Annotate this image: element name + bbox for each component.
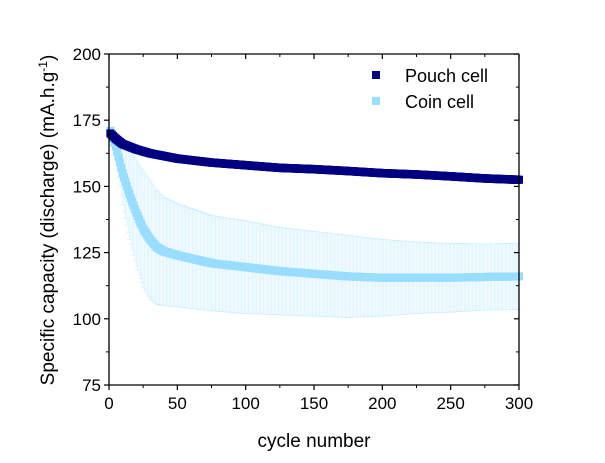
y-axis-title-main: Specific capacity (discharge) (mA.h.g [38,72,59,386]
coin-cell-point [120,173,129,182]
legend-entry-coin: Coin cell [372,92,474,112]
y-tick-label: 150 [73,177,101,196]
x-tick-label: 150 [300,394,328,413]
legend-marker-coin [372,97,380,105]
coin-cell-point [124,186,133,195]
legend-label-pouch: Pouch cell [405,66,488,86]
x-tick-label: 200 [368,394,396,413]
legend-entry-pouch: Pouch cell [372,66,488,86]
data-points [106,126,523,282]
y-axis-title-superscript: -1 [36,61,50,72]
x-tick-label: 250 [436,394,464,413]
y-tick-label: 200 [73,45,101,64]
x-tick-label: 300 [505,394,533,413]
y-axis-title: Specific capacity (discharge) (mA.h.g-1) [36,55,59,386]
coin-cell-point [111,142,120,151]
legend: Pouch cell Coin cell [372,66,488,112]
x-tick-label: 50 [168,394,187,413]
y-tick-label: 100 [73,310,101,329]
y-ticks: 75 100 125 150 175 200 [73,45,519,395]
coin-cell-point [114,153,123,162]
legend-marker-pouch [372,71,380,79]
coin-cell-point [122,181,131,190]
x-tick-label: 100 [231,394,259,413]
x-tick-label: 0 [104,394,113,413]
coin-cell-point [115,158,124,167]
coin-cell-point [121,177,130,186]
coin-cell-point [113,147,122,156]
coin-cell-point [118,169,127,178]
y-axis-title-suffix: ) [38,55,59,61]
x-ticks: 0 50 100 150 200 250 300 [104,54,533,413]
x-axis-title: cycle number [258,431,372,452]
y-tick-label: 75 [82,376,101,395]
legend-label-coin: Coin cell [405,92,474,112]
y-tick-label: 125 [73,244,101,263]
coin-cell-point [117,163,126,172]
y-tick-label: 175 [73,111,101,130]
